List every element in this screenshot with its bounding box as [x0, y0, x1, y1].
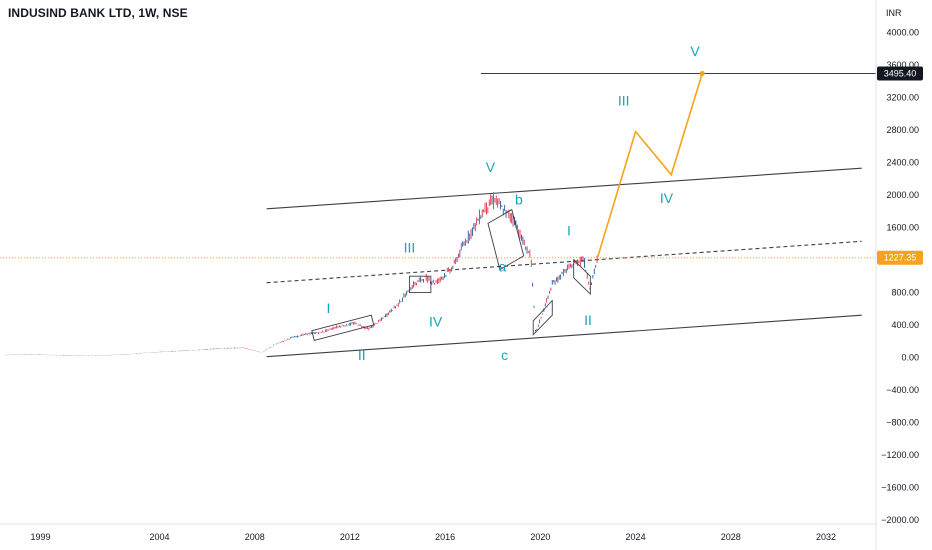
y-tick-label: 4000.00 [886, 27, 919, 37]
wave-label[interactable]: III [404, 240, 416, 256]
wave-label[interactable]: IV [429, 314, 443, 330]
target-price-badge: 3495.40 [884, 68, 917, 78]
wave-box[interactable] [573, 258, 591, 296]
x-tick-label: 2008 [245, 532, 265, 542]
y-axis-ticks[interactable]: 4000.00 3600.00 3200.00 2800.00 2400.00 2000.… [881, 27, 919, 524]
wave-box[interactable] [532, 299, 553, 336]
x-tick-label: 2020 [530, 532, 550, 542]
x-tick-label: 2032 [816, 532, 836, 542]
x-tick-label: 2024 [626, 532, 646, 542]
projection-path[interactable] [596, 73, 703, 258]
wave-box[interactable] [487, 208, 525, 271]
y-tick-label: −1200.00 [881, 450, 919, 460]
wave-box[interactable] [311, 314, 375, 341]
y-tick-label: 3600.00 [886, 60, 919, 70]
y-tick-label: −400.00 [886, 385, 919, 395]
wave-label[interactable]: II [358, 347, 366, 363]
y-tick-label: 2400.00 [886, 157, 919, 167]
chart-title: INDUSIND BANK LTD, 1W, NSE [8, 6, 188, 20]
y-tick-label: 400.00 [891, 320, 919, 330]
channel-upper-line[interactable] [266, 167, 862, 210]
y-tick-label: −1600.00 [881, 482, 919, 492]
wave-label[interactable]: IV [660, 190, 674, 206]
price-candles[interactable] [4, 192, 598, 357]
x-axis-ticks[interactable]: 1999 2004 2008 2012 2016 2020 2024 2028 2032 [30, 532, 836, 542]
y-tick-label: −800.00 [886, 417, 919, 427]
y-tick-label: 800.00 [891, 287, 919, 297]
current-price-badge-bg [877, 250, 923, 265]
y-tick-label: 0.00 [901, 352, 919, 362]
channel-mid-line[interactable] [266, 240, 862, 284]
channel-lower-line[interactable] [266, 314, 862, 358]
target-price-badge-bg [877, 66, 923, 81]
wave-label[interactable]: III [618, 93, 630, 109]
y-axis-unit-label: INR [886, 8, 902, 18]
target-point[interactable] [699, 70, 705, 76]
x-tick-label: 2028 [721, 532, 741, 542]
wave-label[interactable]: V [690, 43, 700, 59]
y-tick-label: −2000.00 [881, 515, 919, 525]
wave-label[interactable]: V [486, 159, 496, 175]
current-price-badge: 1227.35 [884, 253, 917, 263]
wave-label[interactable]: I [327, 300, 331, 316]
x-tick-label: 2004 [149, 532, 169, 542]
y-tick-label: 2800.00 [886, 125, 919, 135]
y-tick-label: 3200.00 [886, 92, 919, 102]
x-tick-label: 1999 [30, 532, 50, 542]
wave-label[interactable]: I [567, 223, 571, 239]
wave-box[interactable] [408, 275, 432, 293]
price-badges: 3495.40 1227.35 [877, 66, 923, 265]
x-tick-label: 2012 [340, 532, 360, 542]
x-tick-label: 2016 [435, 532, 455, 542]
wave-label[interactable]: c [501, 347, 508, 363]
wave-label[interactable]: a [498, 258, 506, 274]
y-tick-label: 2000.00 [886, 190, 919, 200]
wave-label[interactable]: II [584, 312, 592, 328]
y-tick-label: 1600.00 [886, 222, 919, 232]
wave-label[interactable]: b [515, 192, 523, 208]
